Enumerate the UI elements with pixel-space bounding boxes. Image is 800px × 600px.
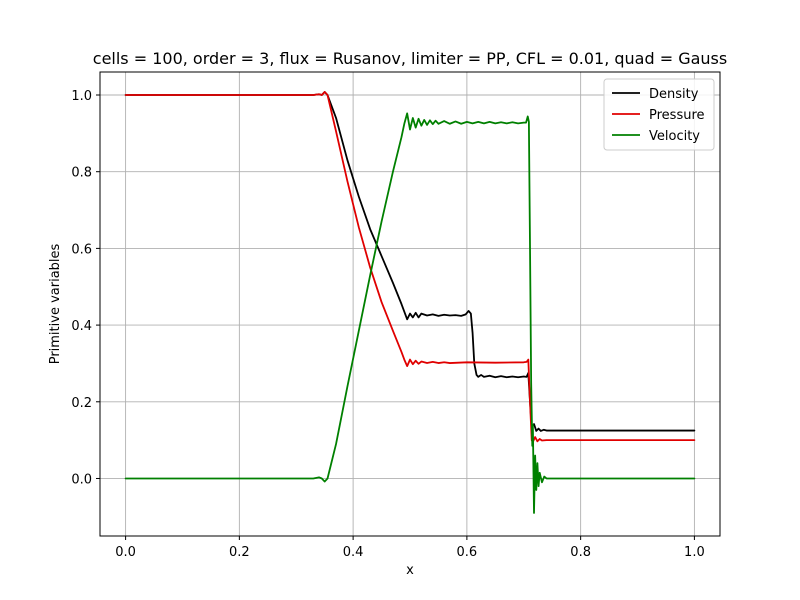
- legend-label-velocity: Velocity: [649, 129, 700, 144]
- legend-label-density: Density: [649, 87, 699, 102]
- y-tick-label: 0.0: [71, 472, 92, 487]
- x-tick-label: 0.6: [457, 545, 478, 560]
- chart-title: cells = 100, order = 3, flux = Rusanov, …: [93, 49, 727, 68]
- x-tick-label: 1.0: [684, 545, 705, 560]
- series-line-pressure: [124, 91, 696, 443]
- series-line-velocity: [124, 112, 696, 514]
- x-axis-label: x: [406, 563, 414, 578]
- legend: Density Pressure Velocity: [603, 78, 715, 151]
- x-tick-label: 0.0: [115, 545, 136, 560]
- legend-frame: [603, 78, 715, 151]
- y-tick-label: 0.2: [71, 396, 92, 411]
- series-lines: [124, 91, 696, 514]
- y-tick-label: 0.8: [71, 166, 92, 181]
- y-tick-label: 0.6: [71, 242, 92, 257]
- legend-label-pressure: Pressure: [649, 108, 705, 123]
- x-tick-label: 0.8: [570, 545, 591, 560]
- y-tick-label: 1.0: [71, 89, 92, 104]
- axis-ticks: 0.0 0.2 0.4 0.6 0.8 1.0 0.0 0.2 0.4 0.6 0.8 1.0: [71, 89, 704, 560]
- y-axis-label: Primitive variables: [48, 243, 63, 364]
- y-tick-label: 0.4: [71, 319, 92, 334]
- plot-area-frame: [99, 71, 721, 537]
- x-tick-label: 0.4: [343, 545, 364, 560]
- x-tick-label: 0.2: [229, 545, 250, 560]
- grid: [100, 72, 720, 536]
